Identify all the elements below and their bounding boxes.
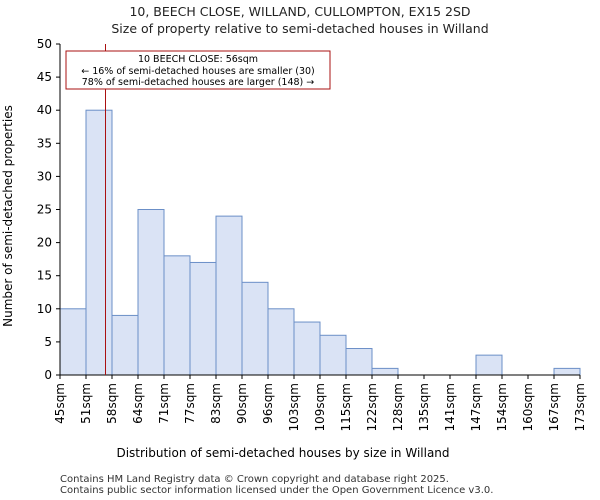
bar-167sqm [553, 367, 581, 376]
chart-subtitle: Size of property relative to semi-detach… [111, 21, 489, 36]
y-axis-label: Number of semi-detached properties [1, 105, 15, 327]
bar-122sqm [371, 367, 399, 376]
annotation-box: 10 BEECH CLOSE: 56sqm ← 16% of semi-deta… [65, 50, 331, 90]
x-tick-label: 128sqm [391, 383, 405, 431]
bar-90sqm [241, 281, 269, 376]
x-tick-label: 115sqm [339, 383, 353, 431]
x-tick-label: 147sqm [469, 383, 483, 431]
x-tick-label: 160sqm [521, 383, 535, 431]
x-tick-label: 64sqm [131, 383, 145, 424]
y-tick-label: 40 [37, 103, 52, 117]
y-tick-label: 30 [37, 169, 52, 183]
footer-line-2: Contains public sector information licen… [60, 485, 494, 496]
bar-58sqm [111, 314, 139, 376]
y-tick-label: 20 [37, 236, 52, 250]
x-tick-label: 154sqm [495, 383, 509, 431]
annotation-smaller: ← 16% of semi-detached houses are smalle… [81, 66, 315, 77]
y-tick-label: 0 [44, 368, 52, 382]
x-tick-label: 173sqm [573, 383, 587, 431]
bar-71sqm [163, 255, 191, 376]
x-tick-label: 90sqm [235, 383, 249, 424]
bar-96sqm [267, 308, 295, 376]
x-tick-label: 135sqm [417, 383, 431, 431]
x-tick-label: 58sqm [105, 383, 119, 424]
bar-147sqm [475, 354, 503, 376]
y-tick-label: 5 [44, 335, 52, 349]
x-tick-label: 45sqm [53, 383, 67, 424]
footer-line-1: Contains HM Land Registry data © Crown c… [60, 474, 449, 485]
chart-title: 10, BEECH CLOSE, WILLAND, CULLOMPTON, EX… [129, 4, 471, 19]
x-tick-label: 83sqm [209, 383, 223, 424]
bar-115sqm [345, 348, 373, 376]
y-tick-label: 45 [37, 70, 52, 84]
x-tick-label: 71sqm [157, 383, 171, 424]
x-tick-label: 96sqm [261, 383, 275, 424]
bar-45sqm [59, 308, 87, 376]
x-tick-label: 51sqm [79, 383, 93, 424]
bar-103sqm [293, 321, 321, 376]
bar-51sqm [85, 109, 113, 376]
x-tick-label: 167sqm [547, 383, 561, 431]
bar-83sqm [215, 215, 243, 376]
y-tick-label: 35 [37, 136, 52, 150]
bar-77sqm [189, 261, 217, 376]
annotation-title: 10 BEECH CLOSE: 56sqm [138, 54, 258, 65]
x-tick-label: 122sqm [365, 383, 379, 431]
y-tick-label: 15 [37, 269, 52, 283]
y-tick-label: 50 [37, 37, 52, 51]
x-tick-label: 103sqm [287, 383, 301, 431]
x-tick-label: 141sqm [443, 383, 457, 431]
x-tick-label: 109sqm [313, 383, 327, 431]
y-tick-label: 25 [37, 203, 52, 217]
x-axis-label: Distribution of semi-detached houses by … [116, 446, 449, 460]
x-tick-label: 77sqm [183, 383, 197, 424]
bar-64sqm [137, 209, 165, 376]
annotation-larger: 78% of semi-detached houses are larger (… [82, 77, 315, 88]
y-tick-label: 10 [37, 302, 52, 316]
bar-109sqm [319, 334, 347, 376]
